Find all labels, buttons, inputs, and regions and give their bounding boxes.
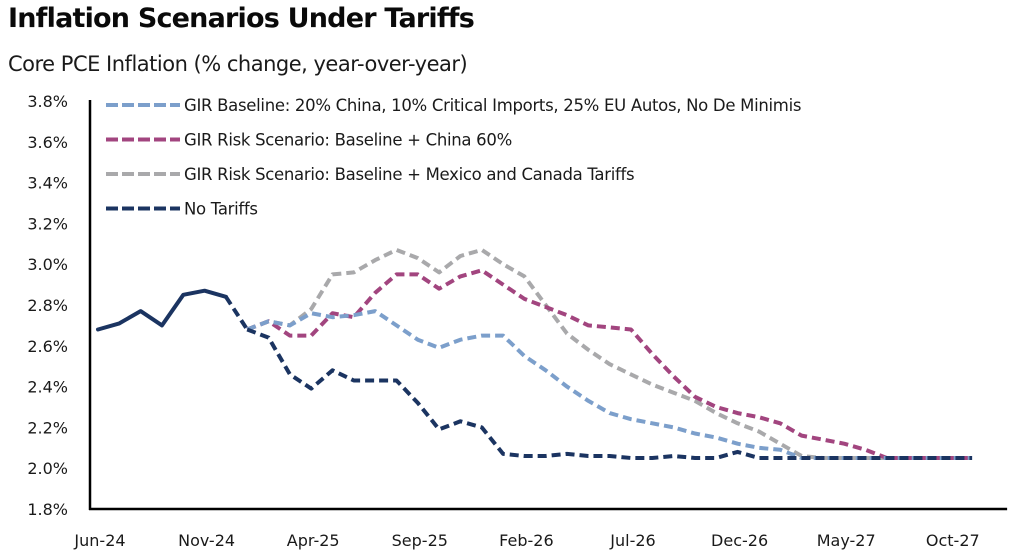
y-tick-label: 2.6%: [27, 337, 68, 356]
y-tick-label: 2.2%: [27, 418, 68, 437]
x-tick-label: Apr-25: [287, 531, 340, 550]
y-tick-label: 3.8%: [27, 92, 68, 111]
history-line: [96, 288, 228, 332]
legend-label: GIR Baseline: 20% China, 10% Critical Im…: [184, 96, 801, 115]
chart-title: Inflation Scenarios Under Tariffs: [8, 3, 475, 34]
x-tick-label: Jun-24: [73, 531, 125, 550]
y-tick-label: 3.4%: [27, 174, 68, 193]
y-axis-ticks: 1.8% 2.0% 2.2% 2.4% 2.6% 2.8% 3.0% 3.2% 3.4% 3.6%…: [27, 92, 68, 519]
series-line-2: [246, 247, 973, 460]
legend-label: No Tariffs: [184, 200, 258, 219]
x-tick-label: Feb-26: [499, 531, 553, 550]
y-tick-label: 2.4%: [27, 378, 68, 397]
series-lines: [96, 247, 973, 460]
series-line-0: [246, 309, 973, 460]
y-tick-label: 3.6%: [27, 133, 68, 152]
x-tick-label: Jul-26: [609, 531, 655, 550]
series-line-1: [246, 268, 973, 460]
y-tick-label: 3.0%: [27, 255, 68, 274]
x-tick-label: May-27: [817, 531, 876, 550]
legend-label: GIR Risk Scenario: Baseline + Mexico and…: [184, 165, 634, 184]
y-tick-label: 1.8%: [27, 500, 68, 519]
legend: GIR Baseline: 20% China, 10% Critical Im…: [106, 96, 801, 219]
y-tick-label: 2.0%: [27, 459, 68, 478]
x-tick-label: Nov-24: [178, 531, 235, 550]
chart-subtitle: Core PCE Inflation (% change, year-over-…: [8, 52, 468, 76]
x-axis-ticks: Jun-24 Nov-24 Apr-25 Sep-25 Feb-26 Jul-26 Dec-…: [73, 531, 979, 550]
x-tick-label: Oct-27: [926, 531, 980, 550]
y-tick-label: 3.2%: [27, 214, 68, 233]
series-line-3: [246, 327, 973, 460]
legend-label: GIR Risk Scenario: Baseline + China 60%: [184, 131, 512, 150]
y-tick-label: 2.8%: [27, 296, 68, 315]
x-tick-label: Sep-25: [392, 531, 448, 550]
history-bridge-line: [224, 295, 249, 331]
x-tick-label: Dec-26: [711, 531, 768, 550]
